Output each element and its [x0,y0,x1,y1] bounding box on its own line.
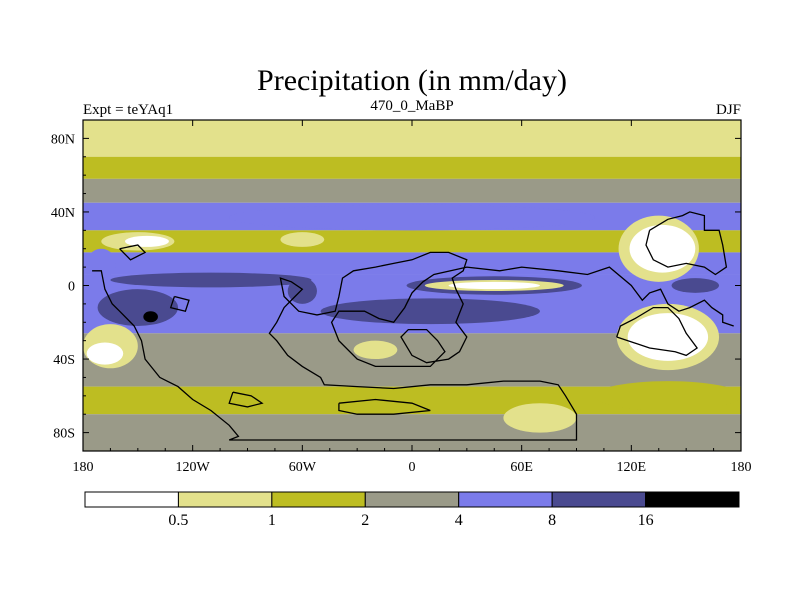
precip-region-14 [125,235,169,247]
precip-region-2 [448,281,540,290]
colorbar: 0.5 1 2 4 8 16 [84,491,740,529]
precip-band-9 [83,414,741,451]
precip-region-12 [627,313,709,361]
colorbar-swatch-1 [177,491,273,508]
colorbar-label: 4 [455,512,463,529]
coastline-1 [616,306,699,357]
precip-region-10 [629,224,696,273]
colorbar-label: 2 [361,512,369,529]
plot-area [83,120,741,451]
colorbar-swatch-6 [645,491,740,508]
y-tick-label: 0 [68,280,75,295]
season-label: DJF [716,102,741,118]
colorbar-swatch-4 [458,491,553,508]
precip-band-0 [83,120,741,157]
precip-region-16 [353,340,398,360]
land-outline [92,211,734,441]
y-tick-label: 80S [53,427,75,442]
coastline-5 [228,391,264,408]
precip-region-15 [280,232,325,247]
y-tick-label: 40S [53,353,75,368]
y-tick-label: 80N [51,132,75,147]
precipitation-field [83,120,741,451]
coastline-3 [119,244,147,261]
colorbar-swatch-5 [551,491,647,508]
precip-region-21 [229,204,595,231]
colorbar-swatch-3 [364,491,460,508]
precip-region-18 [86,342,124,365]
precip-region-19 [503,403,577,433]
precip-region-8 [671,278,720,293]
precip-region-3 [97,289,179,326]
colorbar-swatch-2 [271,491,366,508]
y-axis: 80N 40N 0 40S 80S [51,132,741,442]
coastline-4 [169,295,190,312]
colorbar-label: 1 [268,512,276,529]
chart-title: Precipitation (in mm/day) [257,64,567,97]
x-tick-label: 60W [289,460,317,475]
colorbar-label: 8 [548,512,556,529]
colorbar-label: 0.5 [168,512,188,529]
precip-band-2 [83,178,741,203]
x-tick-label: 180 [73,460,94,475]
x-tick-label: 0 [409,460,416,475]
x-tick-label: 180 [731,460,752,475]
precip-band-1 [83,156,741,179]
precip-region-4 [143,311,158,323]
y-tick-label: 40N [51,206,75,221]
precip-region-20 [594,381,741,411]
x-axis: 180 120W 60W 0 60E 120E 180 [73,120,752,475]
coastline-0 [92,251,734,441]
x-tick-label: 120W [176,460,211,475]
colorbar-swatch-0 [84,491,179,508]
precip-region-6 [110,272,312,288]
precip-region-5 [320,298,540,325]
x-tick-label: 60E [510,460,533,475]
period-label: 470_0_MaBP [370,98,453,114]
colorbar-label: 16 [638,512,654,529]
coastline-2 [645,211,728,276]
precip-band-4 [83,230,741,253]
x-tick-label: 120E [617,460,647,475]
precip-band-5 [83,252,741,275]
experiment-label: Expt = teYAq1 [83,102,173,118]
coastline-6 [338,398,431,415]
